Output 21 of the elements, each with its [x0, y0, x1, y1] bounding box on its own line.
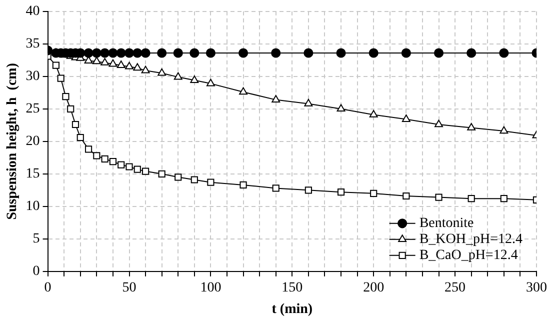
- x-tick-label: 300: [526, 280, 547, 296]
- y-tick-label: 35: [26, 36, 40, 52]
- x-tick-label: 100: [200, 280, 222, 296]
- y-tick-label: 0: [32, 264, 40, 280]
- legend-label: B_KOH_pH=12.4: [419, 232, 523, 248]
- y-tick-label: 25: [26, 102, 40, 117]
- y-tick-label: 10: [26, 199, 40, 214]
- y-tick-label: 20: [26, 134, 40, 150]
- legend-label: Bentonite: [419, 216, 474, 232]
- x-tick-label: 250: [444, 280, 466, 296]
- y-tick-label: 40: [26, 4, 40, 20]
- legend-label: B_CaO_pH=12.4: [419, 248, 518, 264]
- x-tick-label: 150: [282, 280, 303, 296]
- x-tick-label: 200: [363, 280, 384, 296]
- x-axis-title: t (min): [272, 302, 313, 318]
- x-tick-label: 50: [122, 280, 136, 296]
- y-tick-label: 15: [26, 166, 40, 182]
- x-tick-label: 0: [44, 280, 52, 296]
- y-axis-title: Suspension height, h (cm): [5, 62, 20, 220]
- y-tick-label: 30: [26, 69, 40, 84]
- y-tick-label: 5: [32, 232, 40, 247]
